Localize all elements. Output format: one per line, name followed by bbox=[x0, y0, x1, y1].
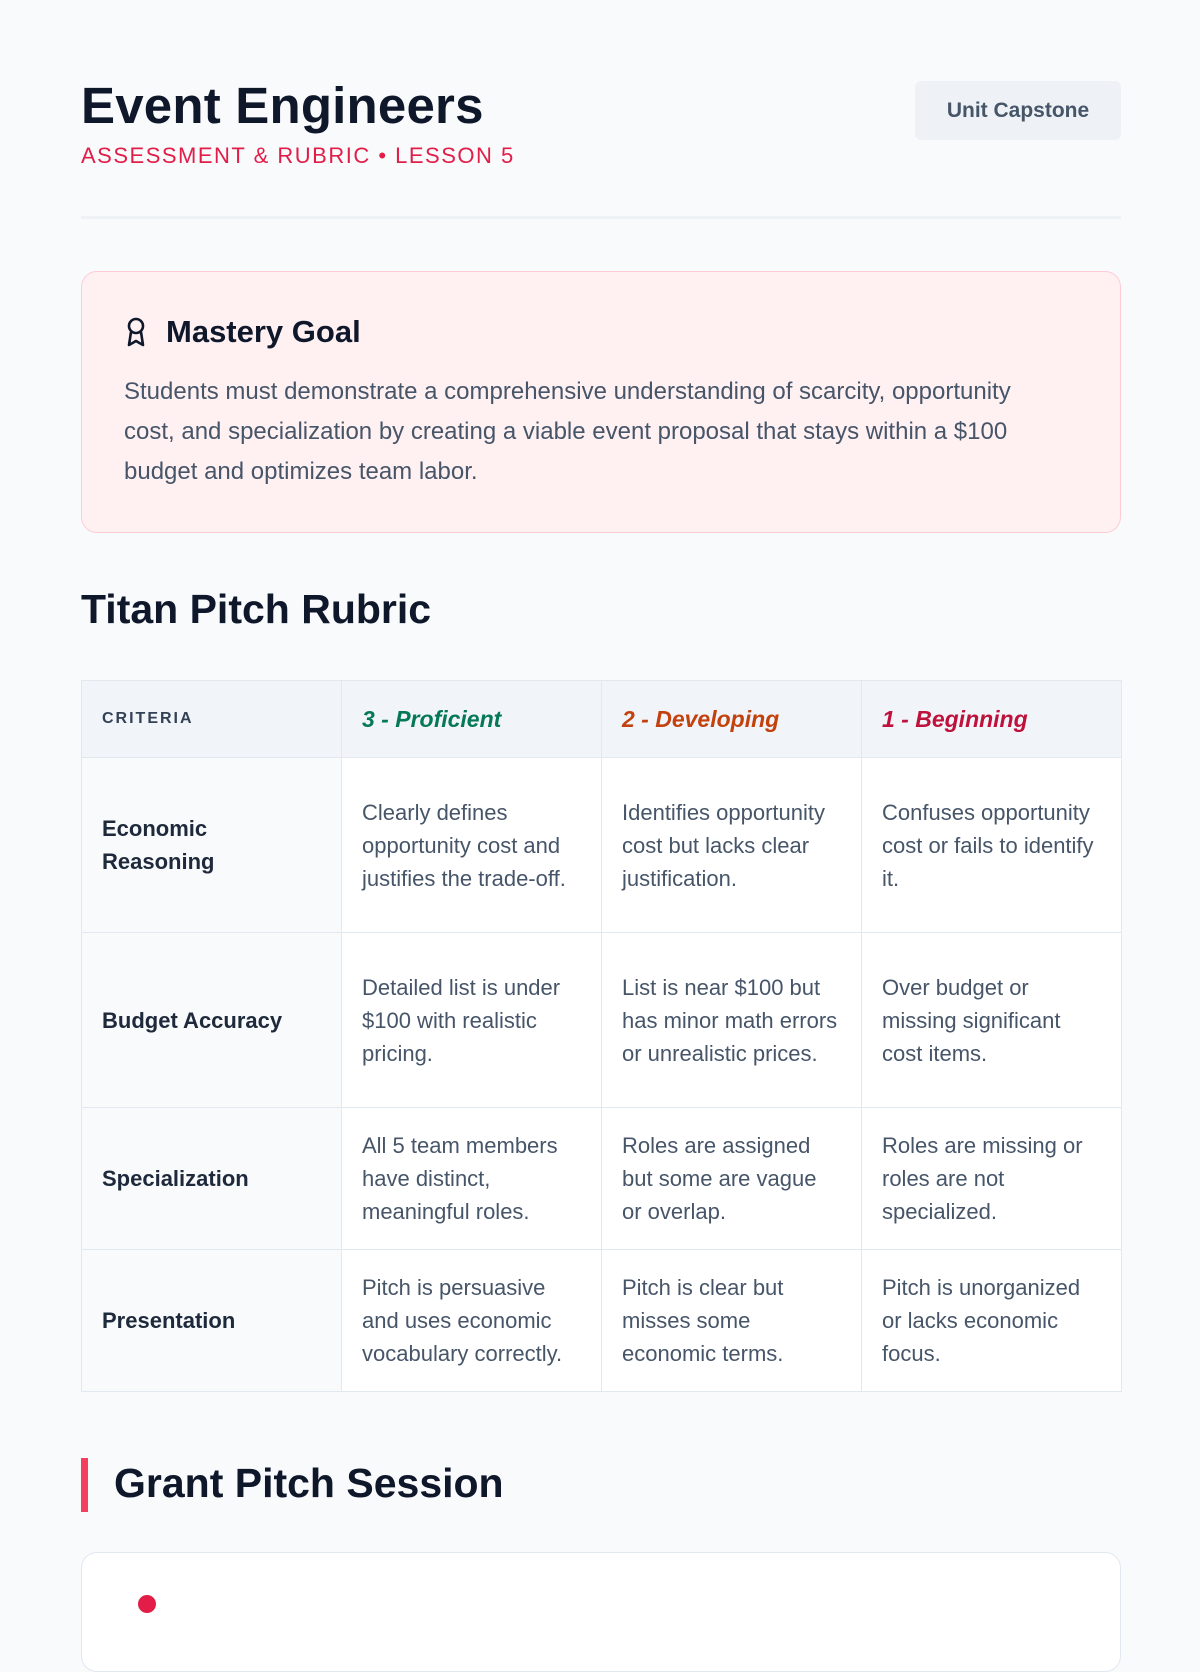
proficient-cell: Detailed list is under $100 with realist… bbox=[341, 932, 602, 1108]
pin-icon bbox=[138, 1595, 156, 1613]
criterion-cell: Specialization bbox=[81, 1107, 342, 1250]
proficient-cell: Pitch is persuasive and uses economic vo… bbox=[341, 1249, 602, 1392]
column-header-criteria: CRITERIA bbox=[81, 680, 342, 758]
mastery-goal-text: Students must demonstrate a comprehensiv… bbox=[124, 378, 1011, 485]
grant-pitch-card bbox=[81, 1552, 1121, 1672]
page-subtitle: ASSESSMENT & RUBRIC • LESSON 5 bbox=[81, 143, 515, 168]
grant-pitch-heading: Grant Pitch Session bbox=[114, 1460, 504, 1506]
table-row: Presentation Pitch is persuasive and use… bbox=[81, 1249, 1122, 1392]
developing-cell: Roles are assigned but some are vague or… bbox=[601, 1107, 862, 1250]
unit-capstone-badge: Unit Capstone bbox=[915, 81, 1121, 140]
proficient-cell: Clearly defines opportunity cost and jus… bbox=[341, 757, 602, 933]
rubric-header-row: CRITERIA 3 - Proficient 2 - Developing 1… bbox=[81, 680, 1122, 758]
beginning-cell: Over budget or missing significant cost … bbox=[861, 932, 1122, 1108]
mastery-goal-header: Mastery Goal bbox=[124, 314, 361, 350]
column-header-proficient: 3 - Proficient bbox=[341, 680, 602, 758]
beginning-cell: Roles are missing or roles are not speci… bbox=[861, 1107, 1122, 1250]
mastery-goal-title: Mastery Goal bbox=[166, 314, 361, 349]
criterion-cell: Economic Reasoning bbox=[81, 757, 342, 933]
column-header-developing: 2 - Developing bbox=[601, 680, 862, 758]
award-ribbon-icon bbox=[127, 317, 145, 347]
page-header: Event Engineers ASSESSMENT & RUBRIC • LE… bbox=[81, 0, 1121, 219]
criterion-cell: Budget Accuracy bbox=[81, 932, 342, 1108]
beginning-cell: Confuses opportunity cost or fails to id… bbox=[861, 757, 1122, 933]
mastery-goal-card: Mastery Goal Students must demonstrate a… bbox=[81, 271, 1121, 533]
developing-cell: List is near $100 but has minor math err… bbox=[601, 932, 862, 1108]
table-row: Economic Reasoning Clearly defines oppor… bbox=[81, 757, 1122, 933]
criterion-cell: Presentation bbox=[81, 1249, 342, 1392]
column-header-beginning: 1 - Beginning bbox=[861, 680, 1122, 758]
table-row: Budget Accuracy Detailed list is under $… bbox=[81, 932, 1122, 1108]
rubric-table: CRITERIA 3 - Proficient 2 - Developing 1… bbox=[81, 680, 1122, 1392]
section-accent-bar bbox=[81, 1458, 88, 1512]
lesson-page: Event Engineers ASSESSMENT & RUBRIC • LE… bbox=[81, 0, 1122, 1672]
developing-cell: Pitch is clear but misses some economic … bbox=[601, 1249, 862, 1392]
table-row: Specialization All 5 team members have d… bbox=[81, 1107, 1122, 1250]
developing-cell: Identifies opportunity cost but lacks cl… bbox=[601, 757, 862, 933]
beginning-cell: Pitch is unorganized or lacks economic f… bbox=[861, 1249, 1122, 1392]
page-title: Event Engineers bbox=[81, 77, 484, 134]
proficient-cell: All 5 team members have distinct, meanin… bbox=[341, 1107, 602, 1250]
rubric-heading: Titan Pitch Rubric bbox=[81, 586, 432, 632]
